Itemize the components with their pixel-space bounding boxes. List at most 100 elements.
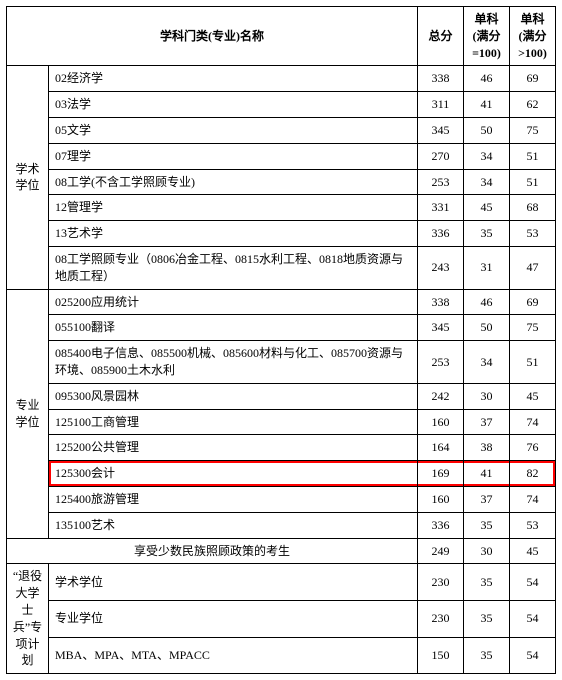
name-cell: 095300风景园林 [49,383,418,409]
table-row: 08工学照顾专业（0806冶金工程、0815水利工程、0818地质资源与地质工程… [7,246,556,289]
sgt100-cell: 76 [510,435,556,461]
th-total: 总分 [418,7,464,66]
header-row: 学科门类(专业)名称 总分 单科(满分=100) 单科(满分>100) [7,7,556,66]
sgt100-cell: 69 [510,289,556,315]
total-cell: 242 [418,383,464,409]
name-cell: MBA、MPA、MTA、MPACC [49,637,418,674]
table-row: 125100工商管理1603774 [7,409,556,435]
sgt100-cell: 51 [510,143,556,169]
sgt100-cell: 51 [510,169,556,195]
s100-cell: 50 [464,117,510,143]
s100-cell: 34 [464,169,510,195]
total-cell: 253 [418,341,464,384]
name-cell: 03法学 [49,92,418,118]
name-cell: 125200公共管理 [49,435,418,461]
s100-cell: 50 [464,315,510,341]
total-cell: 249 [418,538,464,564]
total-cell: 169 [418,461,464,487]
s100-cell: 38 [464,435,510,461]
name-cell: 02经济学 [49,66,418,92]
s100-cell: 37 [464,486,510,512]
table-row: 专业学位2303554 [7,600,556,637]
category-cell: 专业学位 [7,289,49,538]
sgt100-cell: 68 [510,195,556,221]
s100-cell: 46 [464,289,510,315]
sgt100-cell: 62 [510,92,556,118]
name-cell: 05文学 [49,117,418,143]
s100-cell: 35 [464,600,510,637]
sgt100-cell: 45 [510,538,556,564]
th-name: 学科门类(专业)名称 [7,7,418,66]
sgt100-cell: 74 [510,409,556,435]
total-cell: 331 [418,195,464,221]
sgt100-cell: 47 [510,246,556,289]
total-cell: 243 [418,246,464,289]
sgt100-cell: 45 [510,383,556,409]
total-cell: 160 [418,409,464,435]
total-cell: 150 [418,637,464,674]
name-cell: 08工学照顾专业（0806冶金工程、0815水利工程、0818地质资源与地质工程… [49,246,418,289]
s100-cell: 30 [464,383,510,409]
sgt100-cell: 75 [510,315,556,341]
table-body: 学术学位02经济学338466903法学311416205文学345507507… [7,66,556,674]
sgt100-cell: 54 [510,637,556,674]
s100-cell: 35 [464,564,510,601]
total-cell: 270 [418,143,464,169]
name-cell: 07理学 [49,143,418,169]
table-row: 125200公共管理1643876 [7,435,556,461]
s100-cell: 35 [464,637,510,674]
name-cell: 085400电子信息、085500机械、085600材料与化工、085700资源… [49,341,418,384]
sgt100-cell: 51 [510,341,556,384]
name-cell: 025200应用统计 [49,289,418,315]
s100-cell: 41 [464,92,510,118]
name-cell: 125100工商管理 [49,409,418,435]
sgt100-cell: 75 [510,117,556,143]
table-row: 125400旅游管理1603774 [7,486,556,512]
s100-cell: 41 [464,461,510,487]
table-row: 095300风景园林2423045 [7,383,556,409]
sgt100-cell: 69 [510,66,556,92]
table-row: 05文学3455075 [7,117,556,143]
sgt100-cell: 53 [510,221,556,247]
table-row: MBA、MPA、MTA、MPACC1503554 [7,637,556,674]
total-cell: 338 [418,289,464,315]
table-row: 125300会计1694182 [7,461,556,487]
sgt100-cell: 54 [510,564,556,601]
table-row: “退役大学士兵”专项计划学术学位2303554 [7,564,556,601]
score-table: 学科门类(专业)名称 总分 单科(满分=100) 单科(满分>100) 学术学位… [6,6,556,674]
table-row: 135100艺术3363553 [7,512,556,538]
total-cell: 336 [418,512,464,538]
s100-cell: 45 [464,195,510,221]
name-cell: 学术学位 [49,564,418,601]
name-cell: 08工学(不含工学照顾专业) [49,169,418,195]
sgt100-cell: 82 [510,461,556,487]
table-row: 03法学3114162 [7,92,556,118]
name-cell: 专业学位 [49,600,418,637]
name-cell: 12管理学 [49,195,418,221]
total-cell: 253 [418,169,464,195]
table-row: 08工学(不含工学照顾专业)2533451 [7,169,556,195]
name-cell: 13艺术学 [49,221,418,247]
s100-cell: 37 [464,409,510,435]
minority-label: 享受少数民族照顾政策的考生 [7,538,418,564]
total-cell: 230 [418,600,464,637]
total-cell: 164 [418,435,464,461]
total-cell: 345 [418,315,464,341]
total-cell: 160 [418,486,464,512]
name-cell: 055100翻译 [49,315,418,341]
s100-cell: 34 [464,341,510,384]
s100-cell: 46 [464,66,510,92]
s100-cell: 31 [464,246,510,289]
category-cell: 学术学位 [7,66,49,289]
s100-cell: 35 [464,221,510,247]
name-cell: 135100艺术 [49,512,418,538]
table-row: 085400电子信息、085500机械、085600材料与化工、085700资源… [7,341,556,384]
table-row: 专业学位025200应用统计3384669 [7,289,556,315]
category-cell: “退役大学士兵”专项计划 [7,564,49,674]
total-cell: 336 [418,221,464,247]
total-cell: 338 [418,66,464,92]
s100-cell: 35 [464,512,510,538]
table-row: 055100翻译3455075 [7,315,556,341]
th-sgt100: 单科(满分>100) [510,7,556,66]
s100-cell: 34 [464,143,510,169]
